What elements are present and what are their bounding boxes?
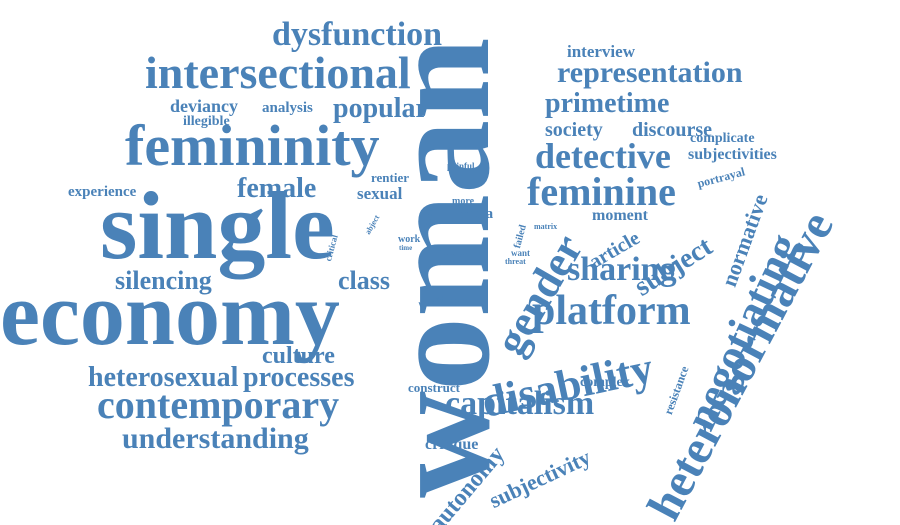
word-host: host bbox=[440, 247, 471, 266]
word-media: media bbox=[454, 206, 494, 222]
word-contemporary: contemporary bbox=[97, 382, 340, 427]
word-portrayal: portrayal bbox=[695, 164, 747, 191]
word-silencing: silencing bbox=[115, 266, 212, 295]
word-understanding: understanding bbox=[122, 422, 309, 455]
word-discourse: discourse bbox=[632, 119, 712, 141]
word-illegible: illegible bbox=[183, 114, 230, 129]
word-moment: moment bbox=[592, 207, 648, 224]
word-intersectional: intersectional bbox=[145, 47, 411, 98]
word-society: society bbox=[545, 119, 603, 141]
word-femininity: femininity bbox=[125, 113, 380, 178]
word-complex: complex bbox=[580, 375, 630, 390]
word-construct: construct bbox=[408, 380, 460, 395]
word-interview: interview bbox=[567, 42, 635, 61]
word-capitalism: capitalism bbox=[445, 385, 595, 422]
word-complicate: complicate bbox=[690, 131, 755, 146]
word-feminine: feminine bbox=[527, 169, 676, 214]
word-primetime: primetime bbox=[545, 88, 670, 119]
word-painful: painful bbox=[447, 161, 475, 171]
word-sexual: sexual bbox=[357, 184, 403, 203]
word-work: work bbox=[398, 234, 421, 245]
word-critique: critique bbox=[425, 436, 479, 453]
word-dysfunction: dysfunction bbox=[272, 16, 443, 53]
word-sharing: sharing bbox=[567, 251, 677, 288]
word-threat: threat bbox=[505, 257, 526, 266]
word-rentier: rentier bbox=[371, 170, 410, 185]
word-more: more bbox=[452, 196, 475, 207]
word-experience: experience bbox=[68, 184, 137, 200]
word-economy: economy bbox=[0, 265, 340, 364]
word-heterosexual: heterosexual bbox=[88, 362, 239, 393]
word-time: time bbox=[399, 244, 413, 252]
word-want: want bbox=[511, 248, 531, 258]
word-single: single bbox=[100, 172, 335, 279]
word-analysis: analysis bbox=[262, 100, 313, 116]
word-space: space bbox=[450, 295, 471, 305]
word-female: female bbox=[237, 173, 317, 204]
word-subjectivities: subjectivities bbox=[688, 146, 777, 163]
word-platform: platform bbox=[532, 288, 691, 334]
word-matrix: matrix bbox=[534, 222, 558, 231]
word-representation: representation bbox=[557, 56, 743, 89]
word-detective: detective bbox=[535, 136, 671, 176]
word-popular: popular bbox=[333, 93, 428, 124]
word-processes: processes bbox=[243, 362, 355, 393]
word-culture: culture bbox=[262, 343, 335, 369]
word-class: class bbox=[338, 266, 390, 295]
word-deviancy: deviancy bbox=[170, 96, 239, 116]
